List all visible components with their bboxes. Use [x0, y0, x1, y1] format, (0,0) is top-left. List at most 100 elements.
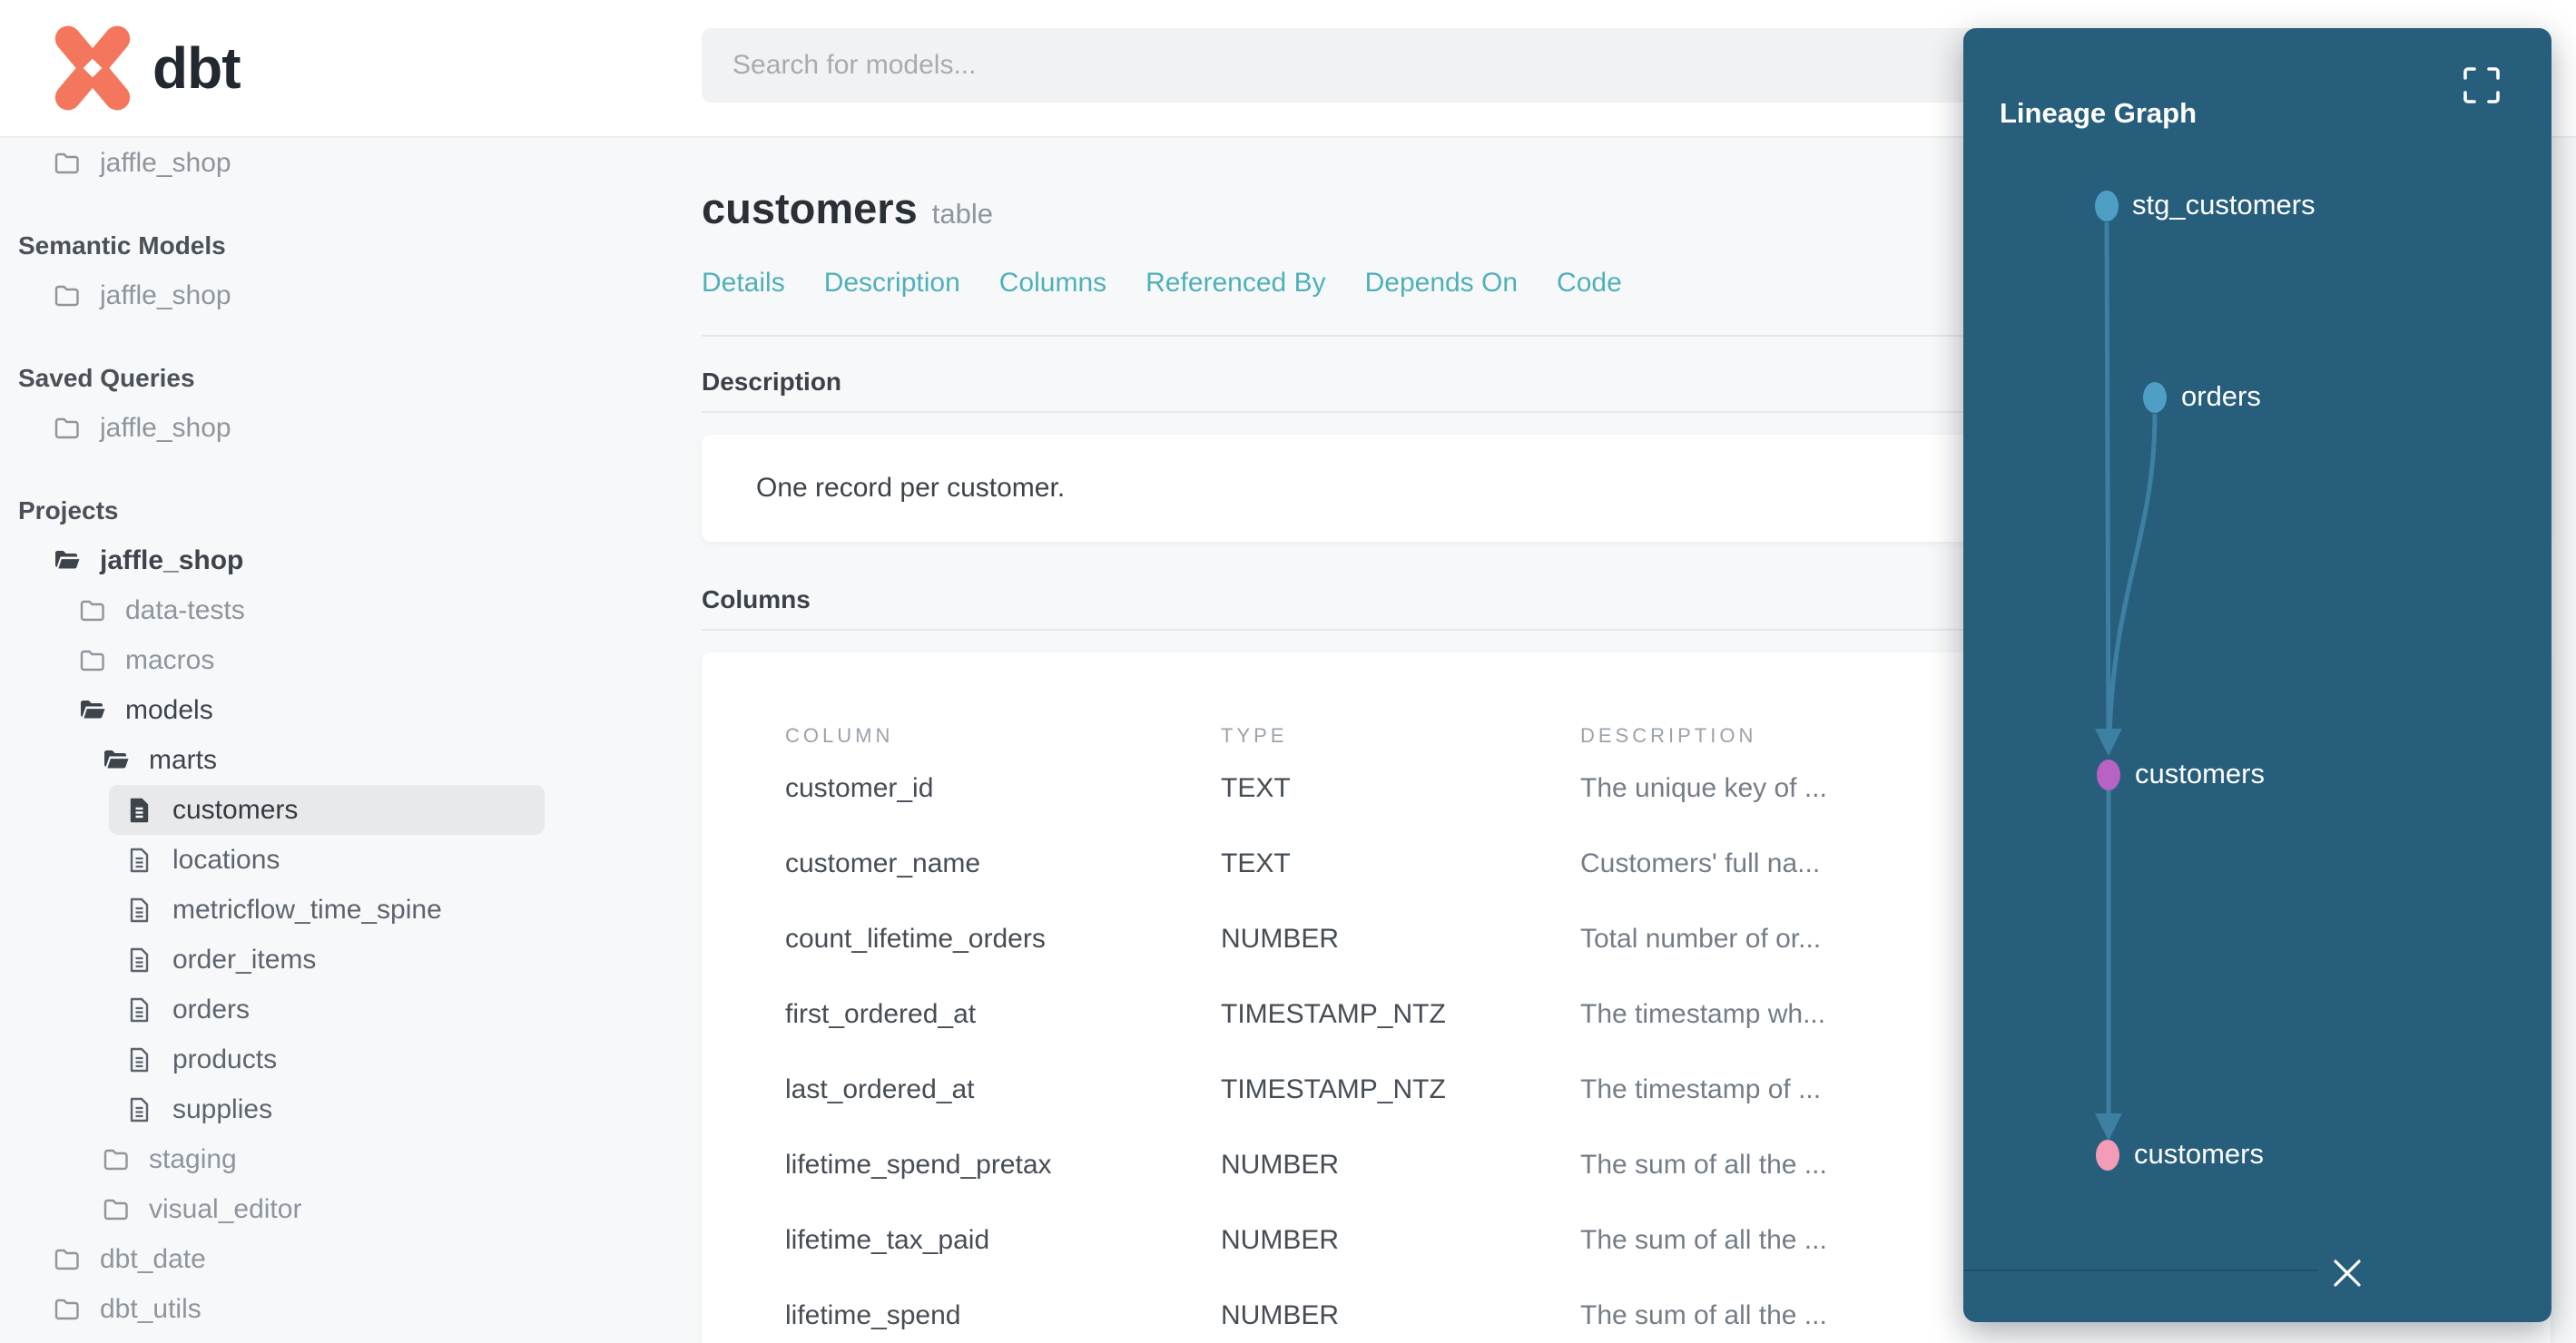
node-customers-exposure[interactable] [2096, 1140, 2119, 1171]
cell-column: first_ordered_at [785, 998, 977, 1029]
sidebar-item-label: supplies [172, 1093, 273, 1124]
tabs-divider [702, 335, 2551, 337]
sidebar-item-jaffle-shop-project[interactable]: jaffle_shop [0, 535, 701, 585]
table-row[interactable]: first_ordered_at TIMESTAMP_NTZ The times… [785, 976, 2551, 1052]
sidebar-item-jaffle-shop[interactable]: jaffle_shop [0, 403, 701, 453]
folder-open-icon [78, 696, 107, 725]
table-row[interactable]: customer_name TEXT Customers' full na... [785, 826, 2551, 901]
description-text: One record per customer. [756, 473, 1066, 503]
sidebar-item-label: data-tests [125, 594, 245, 625]
folder-icon [78, 646, 107, 675]
close-icon[interactable] [2327, 1253, 2367, 1293]
sidebar-item-locations[interactable]: locations [0, 835, 701, 885]
tab-details[interactable]: Details [702, 268, 785, 298]
sidebar-item-label: jaffle_shop [100, 147, 231, 178]
expand-icon[interactable] [2461, 64, 2502, 106]
sidebar-item-label: staging [149, 1143, 237, 1174]
folder-open-icon [53, 546, 82, 575]
sidebar-item-staging[interactable]: staging [0, 1134, 701, 1184]
file-icon [125, 1095, 154, 1124]
file-icon [125, 995, 154, 1024]
node-orders[interactable] [2143, 382, 2167, 413]
sidebar-item-label: locations [172, 844, 280, 875]
sidebar-item-label: jaffle_shop [100, 279, 231, 310]
sidebar-item-macros[interactable]: macros [0, 635, 701, 685]
table-row[interactable]: lifetime_spend_pretax NUMBER The sum of … [785, 1127, 2551, 1202]
sidebar-item-visual-editor[interactable]: visual_editor [0, 1184, 701, 1234]
sidebar: jaffle_shop Semantic Models jaffle_shop … [0, 138, 701, 1343]
sidebar-item-data-tests[interactable]: data-tests [0, 585, 701, 635]
sidebar-item-marts[interactable]: marts [0, 735, 701, 785]
page-title: customers [702, 184, 918, 232]
cell-description: The sum of all the ... [1580, 1299, 1827, 1330]
cell-type: TIMESTAMP_NTZ [1221, 998, 1446, 1029]
cell-type: TIMESTAMP_NTZ [1221, 1073, 1446, 1104]
sidebar-item-label: marts [149, 744, 217, 775]
tab-code[interactable]: Code [1557, 268, 1622, 298]
file-icon [125, 946, 154, 975]
col-header-description: DESCRIPTION [1580, 724, 1757, 747]
edge-orders-to-customers [2107, 413, 2158, 739]
sidebar-item-label: metricflow_time_spine [172, 894, 442, 925]
folder-icon [102, 1145, 131, 1174]
cell-column: customer_id [785, 772, 934, 803]
logo-wordmark: dbt [152, 35, 241, 101]
table-row[interactable]: customer_id TEXT The unique key of ... [785, 750, 2551, 826]
node-customers-model[interactable] [2097, 760, 2120, 790]
arrowhead [2095, 729, 2122, 756]
dbt-logo-icon [54, 25, 131, 111]
sidebar-item-supplies[interactable]: supplies [0, 1084, 701, 1134]
page-title-suffix: table [931, 198, 993, 230]
cell-column: count_lifetime_orders [785, 923, 1046, 954]
file-icon [125, 796, 154, 825]
cell-type: TEXT [1221, 848, 1291, 878]
arrowhead [2095, 1113, 2122, 1141]
sidebar-item-dbt-utils[interactable]: dbt_utils [0, 1284, 701, 1334]
sidebar-item-label: products [172, 1044, 278, 1074]
cell-column: lifetime_tax_paid [785, 1224, 990, 1255]
cell-description: Customers' full na... [1580, 848, 1821, 878]
cell-type: NUMBER [1221, 1224, 1340, 1255]
sidebar-item-orders[interactable]: orders [0, 985, 701, 1034]
node-stg-customers[interactable] [2095, 191, 2119, 221]
lineage-graph-canvas[interactable] [1963, 28, 2551, 1322]
sidebar-item-products[interactable]: products [0, 1034, 701, 1084]
table-row[interactable]: lifetime_tax_paid NUMBER The sum of all … [785, 1202, 2551, 1278]
lineage-graph-title: Lineage Graph [2000, 97, 2197, 129]
sidebar-item-dbt-date[interactable]: dbt_date [0, 1234, 701, 1284]
sidebar-item-label: visual_editor [149, 1193, 302, 1224]
page-title-row: customers table [702, 183, 2551, 233]
node-label-customers-model[interactable]: customers [2135, 758, 2265, 789]
tab-description[interactable]: Description [823, 268, 960, 298]
sidebar-item-customers[interactable]: customers [109, 785, 545, 835]
table-row[interactable]: count_lifetime_orders NUMBER Total numbe… [785, 901, 2551, 976]
cell-type: NUMBER [1221, 1149, 1340, 1180]
cell-description: The timestamp of ... [1580, 1073, 1822, 1104]
file-icon [125, 846, 154, 875]
sidebar-item-label: models [125, 694, 213, 725]
file-icon [125, 1045, 154, 1074]
table-row[interactable]: lifetime_spend NUMBER The sum of all the… [785, 1278, 2551, 1343]
table-row[interactable]: last_ordered_at TIMESTAMP_NTZ The timest… [785, 1052, 2551, 1127]
folder-icon [53, 1245, 82, 1274]
sidebar-item-metricflow-time-spine[interactable]: metricflow_time_spine [0, 885, 701, 935]
node-label-stg-customers[interactable]: stg_customers [2132, 189, 2315, 221]
lineage-graph-panel: Lineage Graph stg_customers orders custo… [1963, 28, 2551, 1322]
file-icon [125, 896, 154, 925]
sidebar-item-jaffle-shop[interactable]: jaffle_shop [0, 270, 701, 320]
tab-columns[interactable]: Columns [998, 268, 1107, 298]
sidebar-item-order-items[interactable]: order_items [0, 935, 701, 985]
lineage-footer-divider [1963, 1269, 2317, 1271]
dbt-logo[interactable]: dbt [51, 24, 241, 113]
node-label-orders[interactable]: orders [2181, 380, 2261, 412]
cell-type: TEXT [1221, 772, 1291, 803]
node-label-customers-exposure[interactable]: customers [2134, 1138, 2264, 1170]
sidebar-item-label: customers [172, 794, 299, 825]
tab-referenced-by[interactable]: Referenced By [1145, 268, 1326, 298]
tab-depends-on[interactable]: Depends On [1364, 268, 1519, 298]
cell-type: NUMBER [1221, 923, 1340, 954]
sidebar-item-label: macros [125, 644, 215, 675]
sidebar-item-models[interactable]: models [0, 685, 701, 735]
cell-column: lifetime_spend_pretax [785, 1149, 1052, 1180]
sidebar-item-jaffle-shop[interactable]: jaffle_shop [0, 138, 701, 188]
